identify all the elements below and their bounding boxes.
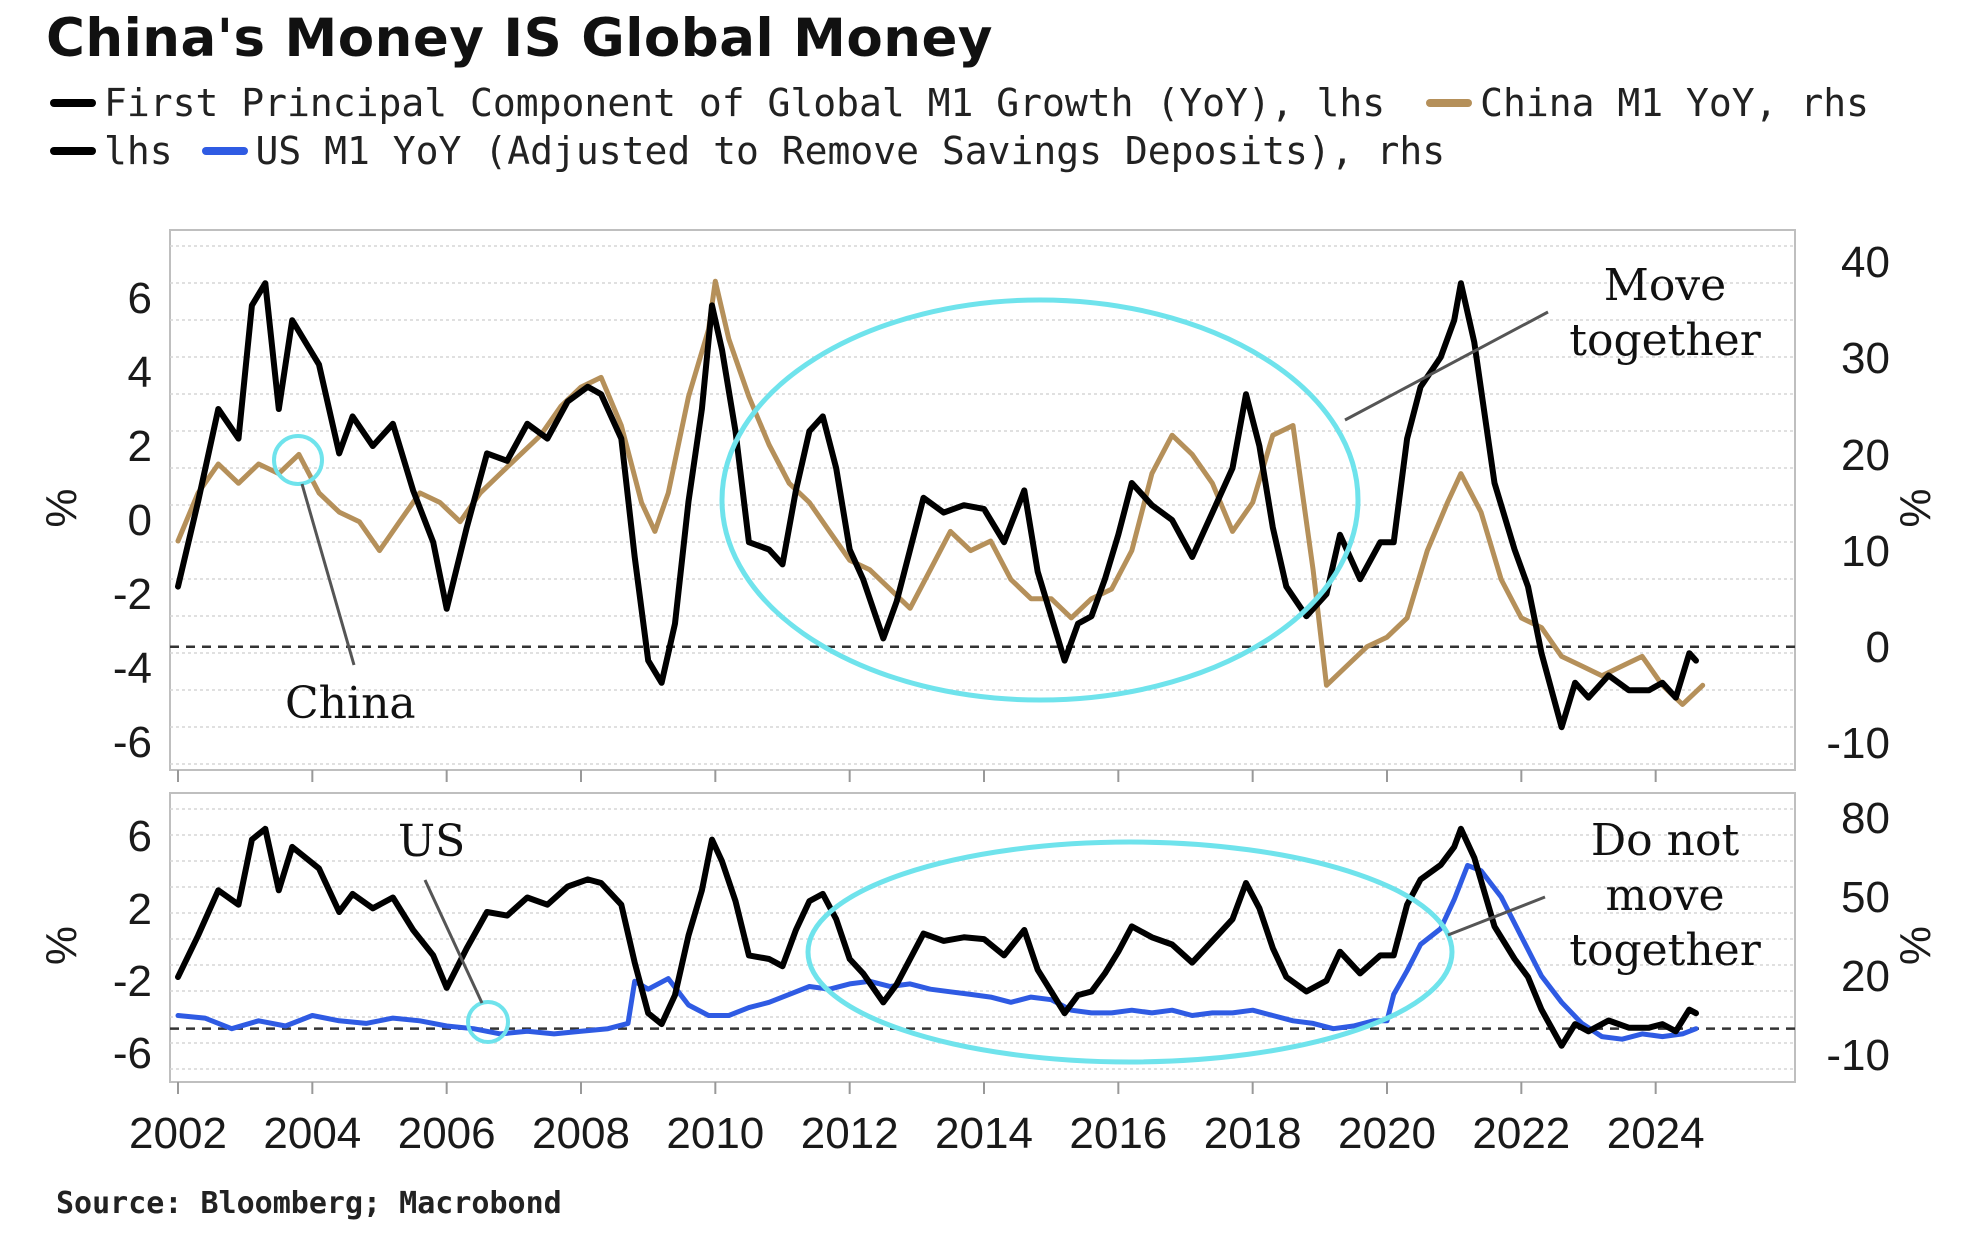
- note-together: together: [1569, 315, 1761, 366]
- y-left-tick-label: -6: [113, 1029, 152, 1078]
- y-left-tick-label: -6: [113, 718, 152, 767]
- x-tick-label: 2004: [263, 1109, 361, 1158]
- legend-item-global-pc: First Principal Component of Global M1 G…: [50, 81, 1385, 125]
- y-left-tick-label: 2: [128, 422, 152, 471]
- y-left-tick-label: 2: [128, 885, 152, 934]
- legend-label: lhs: [104, 129, 173, 173]
- legend-item-china: China M1 YoY, rhs: [1426, 81, 1869, 125]
- series-line-global-pc: [175, 825, 1699, 1049]
- callout-line: [300, 483, 356, 666]
- legend-swatch-china: [1426, 99, 1473, 107]
- x-tick-label: 2008: [532, 1109, 630, 1158]
- note-move: move: [1605, 870, 1724, 921]
- source-note: Source: Bloomberg; Macrobond: [56, 1186, 562, 1221]
- x-tick-label: 2022: [1472, 1109, 1570, 1158]
- chart-panel-bottom: 6 2 -2 -6 80 50 20 -10%%: [37, 792, 1940, 1094]
- china-label: China: [285, 678, 416, 729]
- legend-item-lhs: lhs: [50, 129, 173, 173]
- y-left-tick-label: 6: [128, 274, 152, 323]
- y-right-tick-label: 50: [1841, 873, 1890, 922]
- legend-label: US M1 YoY (Adjusted to Remove Savings De…: [255, 129, 1446, 173]
- y-left-tick-label: -4: [113, 644, 152, 693]
- y-left-unit-label: %: [37, 488, 86, 527]
- callout-line: [423, 879, 484, 1004]
- legend-row-1: First Principal Component of Global M1 G…: [50, 72, 1887, 125]
- y-left-tick-label: -2: [113, 570, 152, 619]
- note-move: Move: [1604, 260, 1726, 311]
- legend-row-2: lhs US M1 YoY (Adjusted to Remove Saving…: [50, 120, 1463, 173]
- y-left-unit-label: %: [37, 926, 86, 965]
- x-tick-label: 2016: [1069, 1109, 1167, 1158]
- series-line-global-pc: [175, 280, 1699, 731]
- y-right-tick-label: 30: [1841, 334, 1890, 383]
- series-line-us: [175, 862, 1699, 1042]
- x-tick-label: 2018: [1204, 1109, 1302, 1158]
- x-tick-label: 2024: [1607, 1109, 1705, 1158]
- legend-label: China M1 YoY, rhs: [1480, 81, 1869, 125]
- x-tick-label: 2020: [1338, 1109, 1436, 1158]
- y-right-tick-label: 80: [1841, 794, 1890, 843]
- highlight-circle: [466, 1000, 510, 1044]
- x-tick-label: 2002: [129, 1109, 227, 1158]
- highlight-ellipse: [719, 297, 1361, 703]
- note-together: together: [1569, 925, 1761, 976]
- y-left-tick-label: 4: [128, 348, 152, 397]
- us-label: US: [398, 816, 465, 867]
- y-right-unit-label: %: [1891, 488, 1940, 527]
- highlight-circle: [272, 434, 324, 486]
- callout-line: [1344, 310, 1549, 422]
- y-right-tick-label: -10: [1826, 1031, 1890, 1080]
- y-right-tick-label: 10: [1841, 527, 1890, 576]
- callout-line: [1447, 895, 1546, 937]
- chart-title: China's Money IS Global Money: [46, 8, 993, 69]
- legend-item-us: US M1 YoY (Adjusted to Remove Savings De…: [201, 129, 1446, 173]
- y-right-tick-label: 0: [1866, 623, 1890, 672]
- y-right-unit-label: %: [1891, 926, 1940, 965]
- y-right-tick-label: -10: [1826, 719, 1890, 768]
- note-do-not: Do not: [1591, 815, 1740, 866]
- series-line-china: [175, 278, 1706, 707]
- legend-label: First Principal Component of Global M1 G…: [104, 81, 1386, 125]
- highlight-ellipse: [805, 839, 1455, 1065]
- x-tick-label: 2014: [935, 1109, 1033, 1158]
- x-tick-label: 2006: [398, 1109, 496, 1158]
- legend-swatch-black: [50, 147, 96, 155]
- y-right-tick-label: 40: [1841, 238, 1890, 287]
- legend-swatch-us: [201, 147, 248, 155]
- x-tick-label: 2010: [666, 1109, 764, 1158]
- legend-swatch-black: [50, 99, 96, 107]
- y-left-tick-label: -2: [113, 957, 152, 1006]
- y-left-tick-label: 6: [128, 812, 152, 861]
- plot-frame: [169, 229, 1796, 771]
- y-left-tick-label: 0: [128, 496, 152, 545]
- y-right-tick-label: 20: [1841, 431, 1890, 480]
- plot-frame: [169, 792, 1796, 1083]
- y-right-tick-label: 20: [1841, 952, 1890, 1001]
- x-tick-label: 2012: [801, 1109, 899, 1158]
